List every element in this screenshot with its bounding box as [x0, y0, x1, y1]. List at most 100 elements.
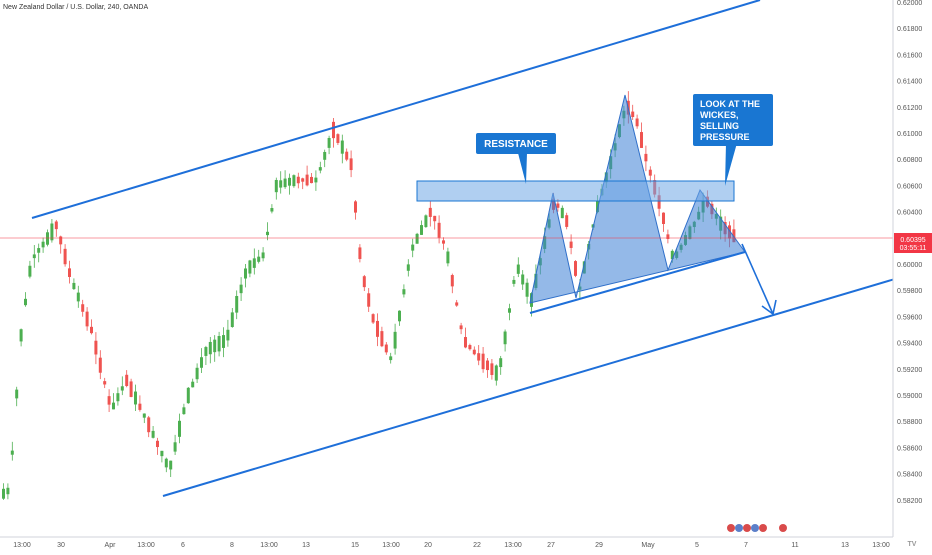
candle-body	[85, 311, 89, 327]
current-price-badge: 0.60395 03:55:11	[894, 233, 932, 253]
candle-body	[19, 329, 23, 342]
price-label: 0.58200	[897, 498, 922, 505]
candle-body	[556, 203, 560, 208]
candle-body	[402, 289, 406, 295]
candle-body	[450, 275, 454, 287]
candle-body	[32, 254, 36, 259]
candle-body	[103, 381, 107, 385]
time-label: 5	[695, 542, 699, 549]
candle-body	[142, 413, 146, 418]
price-label: 0.60600	[897, 183, 922, 190]
candle-body	[235, 295, 239, 313]
candle-body	[72, 282, 76, 290]
candle-body	[345, 151, 349, 160]
candle-body	[15, 389, 19, 399]
candle-body	[494, 365, 498, 381]
price-label: 0.59200	[897, 367, 922, 374]
candle-body	[525, 282, 529, 297]
candle-body	[186, 387, 190, 404]
time-label: 13	[841, 542, 849, 549]
candle-body	[490, 363, 494, 375]
time-label: Apr	[105, 542, 117, 549]
time-label: 20	[424, 542, 432, 549]
candle-body	[367, 293, 371, 307]
candle-body	[230, 312, 234, 328]
candle-body	[393, 331, 397, 349]
time-label: 7	[744, 542, 748, 549]
candle-body	[362, 276, 366, 288]
candle-body	[512, 279, 516, 284]
tradingview-logo-icon: TV	[908, 541, 917, 548]
candle-body	[274, 179, 278, 193]
price-label: 0.62000	[897, 0, 922, 7]
candle-body	[252, 258, 256, 268]
candle-body	[376, 320, 379, 337]
candle-body	[574, 261, 577, 276]
wicks-callout-line-2: WICKES,	[700, 110, 739, 120]
candle-body	[670, 250, 674, 260]
price-label: 0.60800	[897, 157, 922, 164]
candle-body	[217, 335, 221, 352]
price-scale-labels: 0.62000 0.61800 0.61600 0.61400 0.61200 0.610…	[897, 0, 922, 505]
price-label: 0.58600	[897, 445, 922, 452]
candle-body	[54, 221, 58, 230]
neckline[interactable]	[529, 251, 746, 314]
candle-body	[10, 450, 14, 455]
wicks-callout[interactable]: LOOK AT THE WICKES, SELLING PRESSURE	[693, 94, 773, 186]
upper-channel-line[interactable]	[31, 0, 761, 219]
time-label: 15	[351, 542, 359, 549]
candle-body	[279, 180, 283, 188]
candle-body	[270, 208, 274, 212]
candle-body	[477, 353, 481, 361]
candle-body	[560, 207, 564, 219]
price-label: 0.59800	[897, 288, 922, 295]
candle-body	[503, 331, 507, 345]
candle-body	[354, 201, 357, 213]
candle-body	[257, 256, 261, 262]
price-label: 0.61000	[897, 131, 922, 138]
candle-body	[50, 223, 54, 241]
candle-body	[222, 335, 225, 348]
price-label: 0.61200	[897, 105, 922, 112]
price-label: 0.61400	[897, 79, 922, 86]
time-label: 13	[302, 542, 310, 549]
candle-body	[2, 488, 5, 499]
resistance-callout-pointer	[518, 153, 527, 184]
price-scale-panel[interactable]	[893, 0, 932, 550]
candle-body	[37, 248, 41, 253]
candle-body	[569, 241, 573, 248]
candle-body	[98, 357, 102, 373]
time-label: 13:00	[260, 542, 278, 549]
candle-body	[244, 268, 247, 279]
candle-body	[336, 134, 340, 143]
resistance-zone[interactable]	[416, 180, 735, 202]
time-scale-panel[interactable]	[0, 537, 932, 550]
resistance-callout[interactable]: RESISTANCE	[476, 133, 556, 184]
candle-body	[164, 458, 168, 468]
candle-body	[468, 345, 472, 350]
candle-body	[657, 195, 661, 209]
candle-body	[116, 393, 120, 402]
price-label: 0.59600	[897, 314, 922, 321]
candle-body	[406, 264, 410, 271]
candle-body	[384, 344, 388, 353]
projection-arrow[interactable]	[741, 243, 774, 315]
candle-body	[635, 118, 639, 127]
symbol-title[interactable]: New Zealand Dollar / U.S. Dollar, 240, O…	[3, 4, 148, 11]
candle-body	[472, 349, 476, 355]
candle-body	[666, 234, 670, 239]
candle-body	[340, 140, 344, 154]
price-label: 0.59400	[897, 341, 922, 348]
lower-channel-line[interactable]	[162, 275, 906, 497]
candle-body	[486, 360, 489, 371]
economic-events-icon[interactable]	[727, 524, 787, 532]
candle-body	[411, 244, 415, 251]
candle-body	[389, 356, 393, 361]
candle-body	[481, 353, 485, 370]
wicks-callout-box	[693, 94, 773, 146]
candle-body	[107, 396, 111, 405]
time-label: 6	[181, 542, 185, 549]
